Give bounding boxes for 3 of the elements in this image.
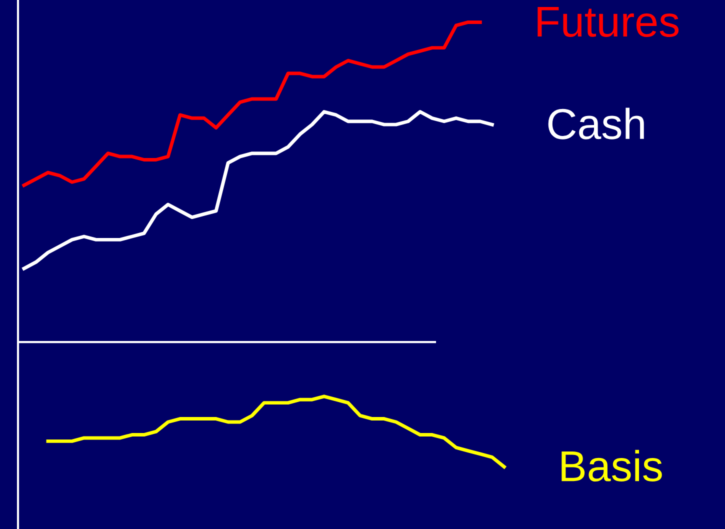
series-label: Futures xyxy=(538,6,679,37)
series-label: Cash xyxy=(548,108,644,140)
series-label: Basis xyxy=(562,450,662,482)
